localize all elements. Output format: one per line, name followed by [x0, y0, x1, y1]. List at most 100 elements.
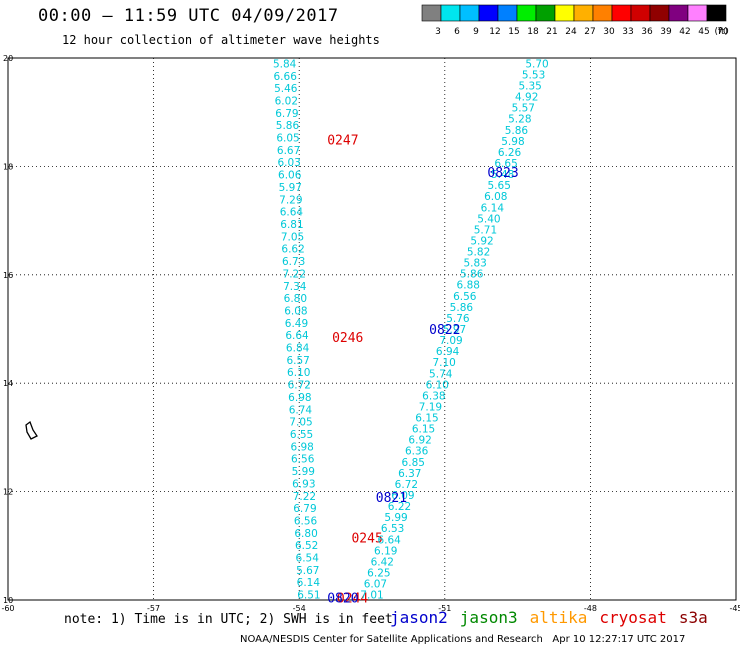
- scale-tick-label: 21: [546, 27, 557, 37]
- scale-tick-label: 15: [508, 27, 519, 37]
- wave-height-value: 5.74: [429, 368, 453, 380]
- wave-height-value: 6.64: [280, 207, 304, 219]
- wave-height-value: 5.28: [508, 114, 531, 126]
- wave-height-value: 6.14: [297, 577, 321, 589]
- pass-time-label: 0247: [327, 133, 358, 148]
- color-scale-bar: 3 6 9 12 15 18 21 24 27 30 33 36 39 42 45 70(ft): [421, 4, 729, 37]
- scale-swatch: [706, 4, 727, 22]
- wave-height-value: 7.19: [419, 401, 442, 413]
- scale-tick-label: 70: [717, 27, 729, 37]
- wave-height-value: 6.05: [276, 133, 299, 145]
- wave-height-value: 6.98: [290, 441, 313, 453]
- y-tick-label: 18: [3, 162, 13, 171]
- wave-height-value: 6.26: [498, 147, 522, 159]
- pass-time-label: 0820: [327, 591, 358, 606]
- y-tick-label: 16: [3, 271, 13, 280]
- wave-height-value: 6.64: [285, 330, 309, 342]
- wave-height-value: 6.98: [288, 392, 311, 404]
- x-tick-label: -45: [729, 604, 740, 613]
- wave-height-value: 6.57: [286, 355, 309, 367]
- scale-tick-label: 39: [660, 27, 672, 37]
- wave-height-value: 6.36: [405, 446, 429, 458]
- wave-height-value: 6.37: [398, 468, 421, 480]
- wave-height-value: 6.72: [288, 380, 311, 392]
- pass-time-label: 0823: [487, 166, 518, 181]
- wave-height-value: 5.53: [522, 69, 545, 81]
- wave-height-value: 6.79: [275, 108, 298, 120]
- wave-height-value: 6.56: [291, 454, 315, 466]
- wave-height-value: 6.56: [453, 291, 477, 303]
- footer-credit: NOAA/NESDIS Center for Satellite Applica…: [240, 634, 686, 645]
- plot-frame: [7, 57, 737, 601]
- wave-height-value: 5.97: [443, 324, 466, 336]
- wave-height-value: 5.35: [518, 81, 541, 93]
- y-tick-label: 20: [3, 54, 13, 63]
- wave-height-value: 5.99: [384, 512, 407, 524]
- wave-height-value: 5.65: [488, 180, 511, 192]
- wave-height-value: 6.22: [388, 501, 411, 513]
- wave-height-value: 6.92: [408, 435, 431, 447]
- x-tick-label: -57: [147, 604, 160, 613]
- wave-height-value: 6.54: [296, 553, 320, 565]
- wave-height-value: 6.93: [292, 478, 315, 490]
- scale-tick-label: 18: [527, 27, 539, 37]
- pass-time-label: 0244: [337, 591, 368, 606]
- wave-height-value: 6.15: [412, 424, 435, 436]
- satellite-legend: jason2 jason3 altika cryosat s3a: [390, 608, 720, 627]
- scale-tick-label: 6: [454, 27, 460, 37]
- wave-height-value: 6.02: [275, 95, 298, 107]
- footer-note: note: 1) Time is in UTC; 2) SWH is in fe…: [64, 612, 393, 627]
- wave-height-value: 6.52: [295, 540, 318, 552]
- wave-height-value: 5.82: [467, 247, 490, 259]
- wave-height-value: 7.22: [283, 268, 306, 280]
- wave-height-value: 5.98: [501, 136, 524, 148]
- wave-height-value: 5.57: [512, 103, 535, 115]
- wave-height-value: 6.07: [364, 579, 387, 591]
- legend-item-jason2: jason2: [390, 608, 448, 627]
- wave-height-value: 5.71: [474, 224, 497, 236]
- wave-height-value: 6.62: [281, 244, 304, 256]
- wave-height-value: 6.80: [294, 528, 317, 540]
- wave-height-value: 7.34: [283, 281, 307, 293]
- scale-tick-label: 9: [473, 27, 479, 37]
- pass-time-label: 0821: [376, 491, 407, 506]
- wave-height-value: 6.67: [277, 145, 300, 157]
- wave-height-value: 5.86: [460, 269, 484, 281]
- wave-height-value: 5.46: [274, 83, 298, 95]
- chart-title: 00:00 – 11:59 UTC 04/09/2017: [38, 6, 339, 26]
- pass-time-label: 0246: [332, 331, 363, 346]
- island-outline: [25, 420, 38, 440]
- wave-height-value: 7.05: [289, 417, 312, 429]
- legend-item-cryosat: cryosat: [599, 608, 667, 627]
- scale-tick-label: 3: [435, 27, 441, 37]
- scale-tick-label: 30: [603, 27, 615, 37]
- wave-height-value: 6.53: [381, 523, 404, 535]
- chart-subtitle: 12 hour collection of altimeter wave hei…: [62, 33, 380, 47]
- wave-height-value: 6.06: [278, 170, 302, 182]
- x-tick-label: -48: [584, 604, 597, 613]
- wave-height-value: 5.40: [477, 213, 500, 225]
- wave-height-value: 6.03: [277, 157, 300, 169]
- wave-height-value: 6.66: [274, 71, 298, 83]
- wave-height-value: 5.76: [446, 313, 470, 325]
- wave-height-value: 7.29: [279, 194, 302, 206]
- legend-item-altika: altika: [529, 608, 588, 627]
- scale-tick-label: 12: [489, 27, 500, 37]
- scale-unit-label: (ft): [714, 27, 728, 37]
- x-tick-label: -60: [1, 604, 14, 613]
- y-tick-label: 10: [3, 596, 13, 605]
- wave-height-value: 5.86: [276, 120, 300, 132]
- wave-height-value: 5.97: [279, 182, 302, 194]
- wave-height-value: 6.09: [391, 490, 414, 502]
- wave-height-value: 6.42: [371, 556, 394, 568]
- wave-height-value: 6.74: [289, 404, 313, 416]
- wave-height-value: 6.49: [285, 318, 308, 330]
- pass-time-label: 0245: [351, 532, 382, 547]
- scale-tick-label: 42: [679, 27, 690, 37]
- scale-tick-label: 33: [622, 27, 633, 37]
- pass-time-label: 0822: [429, 323, 460, 338]
- legend-item-jason3: jason3: [459, 608, 518, 627]
- wave-height-value: 6.94: [436, 346, 460, 358]
- wave-height-value: 5.83: [463, 258, 486, 270]
